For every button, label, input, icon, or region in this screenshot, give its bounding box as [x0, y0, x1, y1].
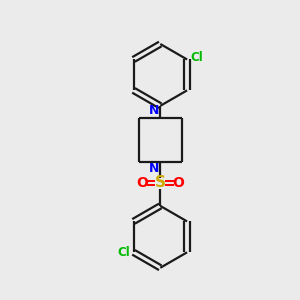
Text: Cl: Cl: [117, 246, 130, 259]
Text: N: N: [149, 104, 159, 117]
Text: S: S: [155, 176, 166, 190]
Text: Cl: Cl: [190, 52, 203, 64]
Text: O: O: [136, 176, 148, 190]
Text: O: O: [172, 176, 184, 190]
Text: N: N: [149, 162, 159, 176]
